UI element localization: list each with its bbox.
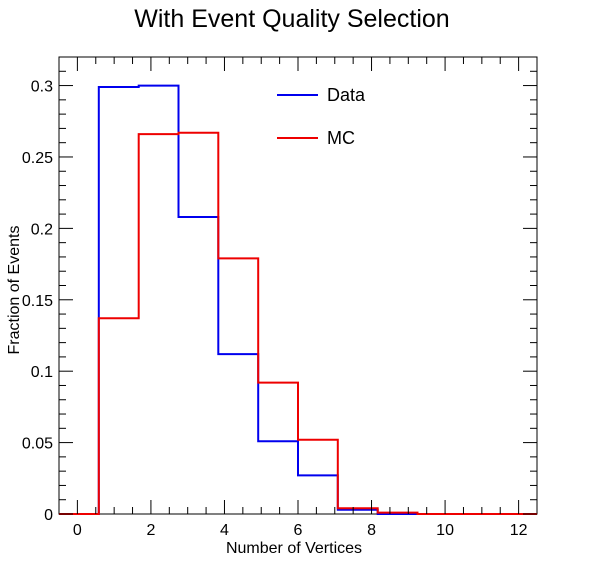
- x-tick-label: 12: [510, 522, 528, 539]
- chart-title: With Event Quality Selection: [134, 5, 449, 33]
- legend: Data MC: [277, 85, 366, 148]
- x-tick-label: 8: [367, 522, 376, 539]
- y-tick-label: 0: [44, 507, 53, 524]
- y-tick-label: 0.05: [22, 436, 53, 453]
- y-tick-label: 0.2: [31, 221, 53, 238]
- y-axis-label: Fraction of Events: [6, 226, 23, 355]
- x-tick-label: 10: [436, 522, 454, 539]
- series-mc-line: [59, 131, 537, 515]
- x-tick-label: 6: [294, 522, 303, 539]
- x-tick-label: 4: [220, 522, 229, 539]
- y-tick-label: 0.15: [22, 293, 53, 310]
- x-axis-label: Number of Vertices: [226, 540, 362, 557]
- x-tick-label: 0: [73, 522, 82, 539]
- y-tick-label: 0.1: [31, 364, 53, 381]
- series-data-line: [59, 84, 537, 515]
- y-tick-label: 0.25: [22, 150, 53, 167]
- legend-label-mc: MC: [327, 128, 355, 148]
- y-tick-label: 0.3: [31, 79, 53, 96]
- axis-layer: 0 2 4 6 8 10 12 0 0.05 0.1 0.15 0.2 0.25 0.3: [22, 56, 537, 539]
- series-layer: [59, 84, 537, 515]
- x-tick-label: 2: [146, 522, 155, 539]
- legend-label-data: Data: [327, 85, 366, 105]
